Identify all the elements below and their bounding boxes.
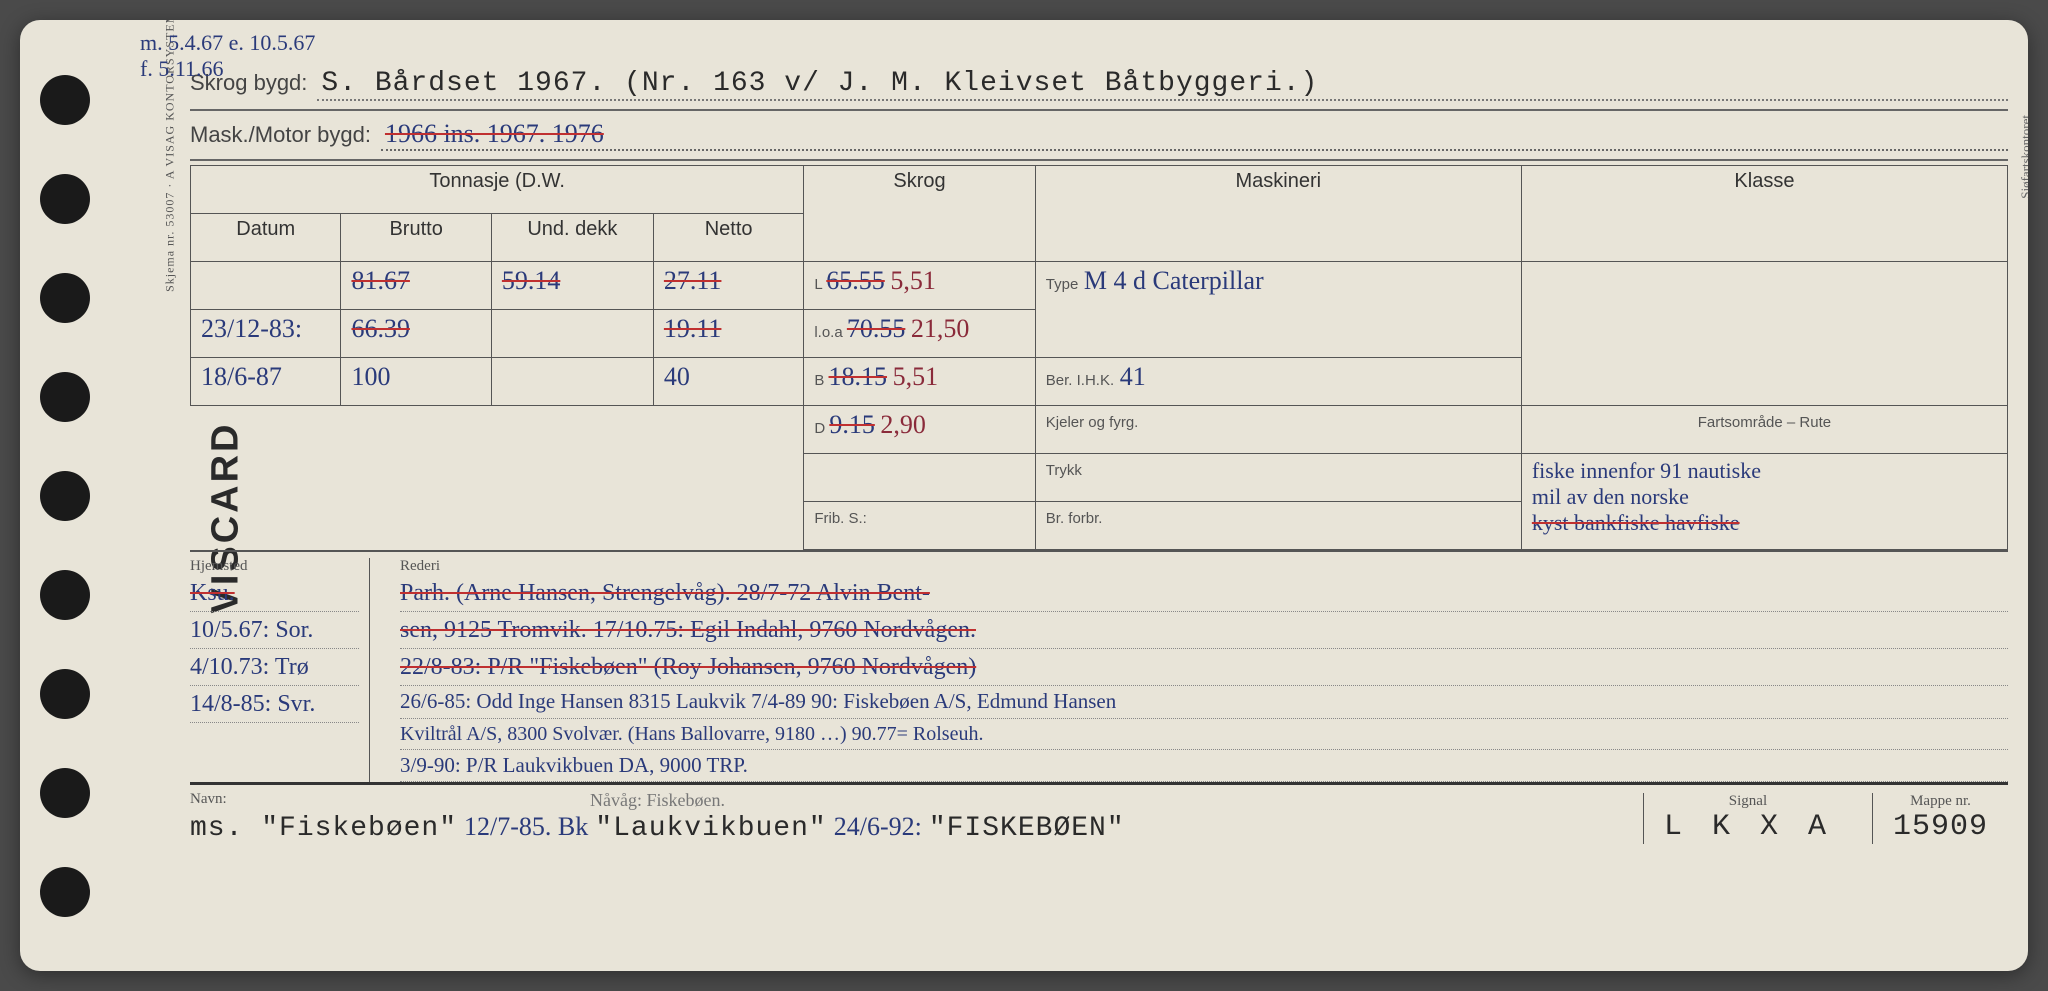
navn-sub: Nåvåg: Fiskebøen. <box>590 790 1623 811</box>
maskineri-header: Maskineri <box>1035 166 1521 262</box>
tonnasje-header: Tonnasje (D.W. <box>191 166 804 214</box>
date2: 24/6-92: <box>834 812 922 841</box>
depth: 9.15 <box>829 410 875 439</box>
main-data-table: Tonnasje (D.W. Skrog Maskineri Klasse Da… <box>190 165 2008 550</box>
signal-label: Signal <box>1664 793 1832 810</box>
name2: "Laukvikbuen" <box>595 813 826 844</box>
rederi-4: Kviltrål A/S, 8300 Svolvær. (Hans Ballov… <box>400 719 2008 750</box>
rederi-2: 22/8-83: P/R "Fiskebøen" (Roy Johansen, … <box>400 649 2008 686</box>
top-note-1: m. 5.4.67 e. 10.5.67 <box>140 30 315 56</box>
beam2: 5,51 <box>893 362 939 391</box>
brutto-header: Brutto <box>341 214 491 262</box>
skrog-bygd-row: Skrog bygd: S. Bårdset 1967. (Nr. 163 v/… <box>190 60 2008 111</box>
klasse-note-2: kyst bankfiske havfiske <box>1532 510 1997 536</box>
mappe-label: Mappe nr. <box>1893 793 1988 810</box>
netto-header: Netto <box>653 214 803 262</box>
top-note-2: f. 5.11.66 <box>140 56 315 82</box>
skrog-header: Skrog <box>804 166 1035 262</box>
datum-1: 23/12-83: <box>201 314 302 343</box>
name1: ms. "Fiskebøen" <box>190 813 457 844</box>
netto-2: 40 <box>664 362 690 391</box>
rederi-label: Rederi <box>400 558 2008 575</box>
klasse-note-1: mil av den norske <box>1532 484 1997 510</box>
trykk-label: Trykk <box>1046 462 1082 479</box>
rederi-5: 3/9-90: P/R Laukvikbuen DA, 9000 TRP. <box>400 750 2008 783</box>
rederi-3: 26/6-85: Odd Inge Hansen 8315 Laukvik 7/… <box>400 686 2008 719</box>
loa: 70.55 <box>847 314 906 343</box>
brutto-0: 81.67 <box>351 266 410 295</box>
kjeler-label: Kjeler og fyrg. <box>1046 414 1139 431</box>
datum-2: 18/6-87 <box>201 362 282 391</box>
mask-bygd-value: 1966 ins. 1967. 1976 <box>381 119 2008 151</box>
sjofart-label: Sjøfartskontoret <box>2018 115 2028 199</box>
content-area: Sjøfartskontoret m. 5.4.67 e. 10.5.67 f.… <box>190 35 2008 956</box>
rederi-column: Rederi Parh. (Arne Hansen, Strengelvåg).… <box>400 558 2008 782</box>
hjemsted-0: Ksu. <box>190 575 359 612</box>
hjemsted-3: 14/8-85: Svr. <box>190 686 359 723</box>
unddekk-header: Und. dekk <box>491 214 653 262</box>
depth2: 2,90 <box>880 410 926 439</box>
type-label: Type <box>1046 276 1079 293</box>
und-0: 59.14 <box>502 266 561 295</box>
brutto-2: 100 <box>351 362 390 391</box>
mappe-value: 15909 <box>1893 810 1988 844</box>
hjemsted-2: 4/10.73: Trø <box>190 649 359 686</box>
hjemsted-label: Hjemsted <box>190 558 359 575</box>
netto-0: 27.11 <box>664 266 722 295</box>
ber-label: Ber. I.H.K. <box>1046 372 1114 389</box>
top-handwritten-notes: m. 5.4.67 e. 10.5.67 f. 5.11.66 <box>140 30 315 82</box>
punch-holes <box>20 20 120 971</box>
ber-value: 41 <box>1120 362 1146 391</box>
br-label: Br. forbr. <box>1046 510 1103 527</box>
engine-type: M 4 d Caterpillar <box>1084 266 1264 295</box>
navn-main: Navn: Nåvåg: Fiskebøen. ms. "Fiskebøen" … <box>190 791 1623 844</box>
klasse-note-0: fiske innenfor 91 nautiske <box>1532 458 1997 484</box>
length-L2: 5,51 <box>890 266 936 295</box>
signal-box: Signal L K X A <box>1643 793 1852 844</box>
date1: 12/7-85. Bk <box>464 812 588 841</box>
rederi-0: Parh. (Arne Hansen, Strengelvåg). 28/7-7… <box>400 575 2008 612</box>
name-row: Navn: Nåvåg: Fiskebøen. ms. "Fiskebøen" … <box>190 782 2008 844</box>
mask-bygd-row: Mask./Motor bygd: 1966 ins. 1967. 1976 <box>190 111 2008 161</box>
klasse-header: Klasse <box>1521 166 2007 262</box>
signal-value: L K X A <box>1664 810 1832 844</box>
farts-label: Fartsområde – Rute <box>1698 414 1831 431</box>
ownership-section: Hjemsted Ksu. 10/5.67: Sor. 4/10.73: Trø… <box>190 550 2008 782</box>
name3: "FISKEBØEN" <box>929 813 1125 844</box>
hjemsted-column: Hjemsted Ksu. 10/5.67: Sor. 4/10.73: Trø… <box>190 558 370 782</box>
mappe-box: Mappe nr. 15909 <box>1872 793 2008 844</box>
skrog-bygd-value: S. Bårdset 1967. (Nr. 163 v/ J. M. Kleiv… <box>317 68 2008 101</box>
frib-label: Frib. S.: <box>814 510 867 527</box>
brutto-1: 66.39 <box>351 314 410 343</box>
datum-header: Datum <box>191 214 341 262</box>
mask-bygd-label: Mask./Motor bygd: <box>190 122 371 148</box>
beam: 18.15 <box>829 362 888 391</box>
ship-registry-card: VISCARD Skjema nr. 53007 · A VISAG KONTO… <box>20 20 2028 971</box>
rederi-1: sen, 9125 Tromvik. 17/10.75: Egil Indahl… <box>400 612 2008 649</box>
netto-1: 19.11 <box>664 314 722 343</box>
loa2: 21,50 <box>911 314 970 343</box>
hjemsted-1: 10/5.67: Sor. <box>190 612 359 649</box>
length-L: 65.55 <box>826 266 885 295</box>
